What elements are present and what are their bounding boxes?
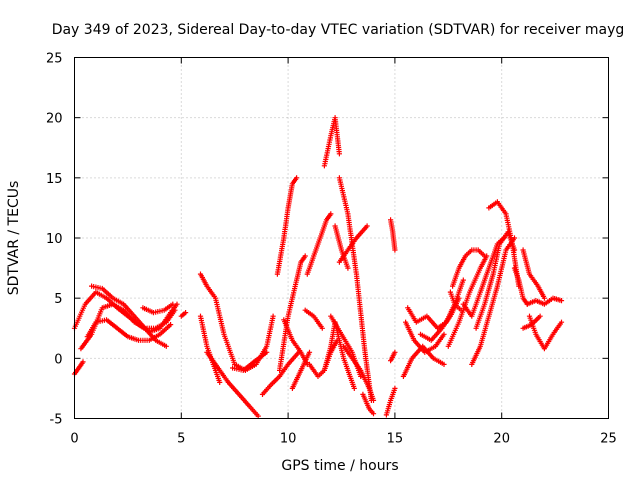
data-point-markers <box>520 313 543 331</box>
x-tick-label: 5 <box>177 432 185 447</box>
series-track-46 <box>520 313 543 331</box>
series-track-32 <box>403 319 447 355</box>
data-point-markers <box>89 283 169 349</box>
data-point-markers <box>321 115 342 169</box>
data-point-markers <box>259 349 302 397</box>
data-point-markers <box>304 211 334 277</box>
y-tick-label: 15 <box>46 172 63 187</box>
data-point-markers <box>302 307 325 331</box>
series-track-29 <box>388 349 398 364</box>
data-point-markers <box>383 385 398 418</box>
y-tick-label: -5 <box>50 413 63 428</box>
x-tick-label: 10 <box>280 432 297 447</box>
series-track-13 <box>274 175 300 277</box>
data-point-markers <box>204 349 261 419</box>
data-point-markers <box>178 310 189 319</box>
series-track-7 <box>178 310 189 319</box>
data-point-markers <box>277 253 308 373</box>
data-point-markers <box>360 391 377 417</box>
y-tick-label: 5 <box>54 292 62 307</box>
x-tick-label: 0 <box>70 432 78 447</box>
y-axis-label: SDTVAR / TECUs <box>6 181 22 296</box>
series-track-10 <box>204 349 261 419</box>
chart-title: Day 349 of 2023, Sidereal Day-to-day VTE… <box>52 22 625 38</box>
data-point-markers <box>274 175 300 277</box>
series-track-17 <box>302 307 325 331</box>
x-tick-label: 15 <box>387 432 404 447</box>
series-track-44 <box>524 295 565 307</box>
series-track-18 <box>304 211 334 277</box>
series-track-42 <box>511 265 530 307</box>
series-track-28 <box>383 385 398 418</box>
series-track-4 <box>89 283 169 349</box>
series-track-5 <box>140 301 176 316</box>
y-tick-label: 10 <box>46 232 63 247</box>
data-point-markers <box>511 265 530 307</box>
data-point-markers <box>447 289 464 313</box>
data-point-markers <box>469 235 518 367</box>
y-tick-label: 20 <box>46 112 63 127</box>
x-tick-label: 25 <box>600 432 617 447</box>
data-point-markers <box>450 247 488 289</box>
series-track-24 <box>332 223 351 271</box>
series-track-26 <box>328 313 364 379</box>
data-point-markers <box>332 223 351 271</box>
x-tick-label: 20 <box>493 432 510 447</box>
data-point-markers <box>230 349 270 373</box>
series-track-30 <box>388 217 398 253</box>
data-point-markers <box>388 217 398 253</box>
series-track-21 <box>321 115 342 169</box>
y-tick-label: 0 <box>54 352 62 367</box>
series-track-27 <box>360 391 377 417</box>
data-point-markers <box>524 295 565 307</box>
data-point-markers <box>289 349 313 391</box>
series-track-43 <box>520 247 547 301</box>
data-point-markers <box>336 175 374 403</box>
series-track-36 <box>450 247 488 289</box>
data-point-markers <box>140 301 176 316</box>
series-track-11 <box>230 349 270 373</box>
series-track-23 <box>336 175 374 403</box>
series-track-12 <box>259 349 302 397</box>
data-point-markers <box>328 313 364 379</box>
data-point-markers <box>388 349 398 364</box>
series-track-35 <box>447 289 464 313</box>
series-track-14 <box>277 253 308 373</box>
x-axis-label: GPS time / hours <box>281 458 398 474</box>
series-track-16 <box>289 349 313 391</box>
data-point-markers <box>520 247 547 301</box>
series-track-39 <box>469 235 518 367</box>
y-tick-label: 25 <box>46 52 63 67</box>
data-point-markers <box>403 319 447 355</box>
